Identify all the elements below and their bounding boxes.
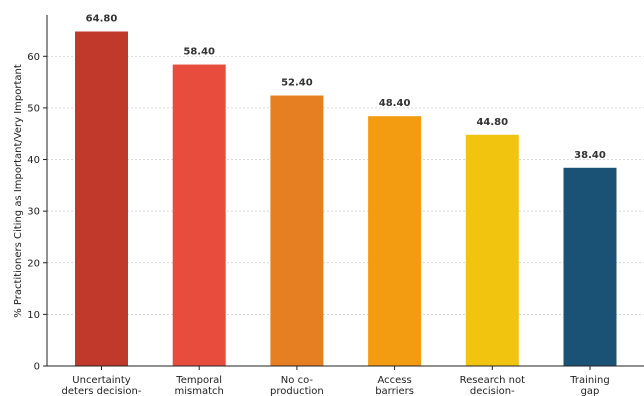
- x-category-label: No co-production: [270, 375, 324, 396]
- data-label: 52.40: [281, 78, 313, 89]
- y-axis-label: % Practitioners Citing as Important/Very…: [13, 64, 24, 318]
- x-category-label-line: production: [270, 386, 324, 396]
- bar: [465, 134, 519, 366]
- x-category-label: Uncertainty deters decision-: [62, 375, 142, 396]
- data-label: 64.80: [86, 14, 118, 25]
- y-ticks: 0 10 20 30 40 50 60: [27, 52, 47, 373]
- x-category-label-line: mismatch: [175, 386, 224, 396]
- x-category-label-line: Research not: [460, 375, 526, 386]
- x-category-label-line: Access: [377, 375, 411, 386]
- gridlines: [47, 55, 644, 315]
- data-label: 44.80: [476, 117, 508, 128]
- x-category-label-line: barriers: [375, 386, 414, 396]
- x-category-label: Access barriers: [375, 375, 414, 396]
- bar: [368, 116, 422, 366]
- y-tick-label: 60: [27, 52, 40, 63]
- x-category-label-line: Uncertainty: [72, 375, 131, 386]
- x-category-label-line: Temporal: [175, 375, 222, 386]
- bars: [75, 31, 617, 367]
- y-tick-label: 30: [27, 207, 40, 218]
- x-category-label-line: Training: [569, 375, 609, 386]
- data-label: 48.40: [379, 98, 411, 109]
- x-category-label-line: gap: [581, 386, 600, 396]
- y-tick-label: 50: [27, 103, 40, 114]
- bar: [75, 31, 128, 367]
- data-label: 38.40: [574, 150, 606, 161]
- x-category-label-line: deters decision-: [62, 386, 142, 396]
- x-category-label: Research not decision-: [460, 375, 526, 396]
- y-tick-label: 10: [27, 310, 40, 321]
- data-labels: 64.80 58.40 52.40 48.40 44.80 38.40: [86, 14, 606, 161]
- x-category-labels: Uncertainty deters decision- Temporal misma…: [62, 366, 610, 396]
- y-tick-label: 40: [27, 155, 40, 166]
- x-category-label: Training gap: [569, 375, 609, 396]
- data-label: 58.40: [183, 47, 215, 58]
- x-category-label-line: No co-: [281, 375, 314, 386]
- bar: [172, 64, 226, 366]
- bar: [270, 95, 324, 366]
- x-category-label: Temporal mismatch: [175, 375, 224, 396]
- y-tick-label: 20: [27, 258, 40, 269]
- y-tick-label: 0: [34, 362, 40, 373]
- x-category-label-line: decision-: [470, 386, 515, 396]
- bar: [563, 167, 617, 366]
- axes: [46, 15, 644, 367]
